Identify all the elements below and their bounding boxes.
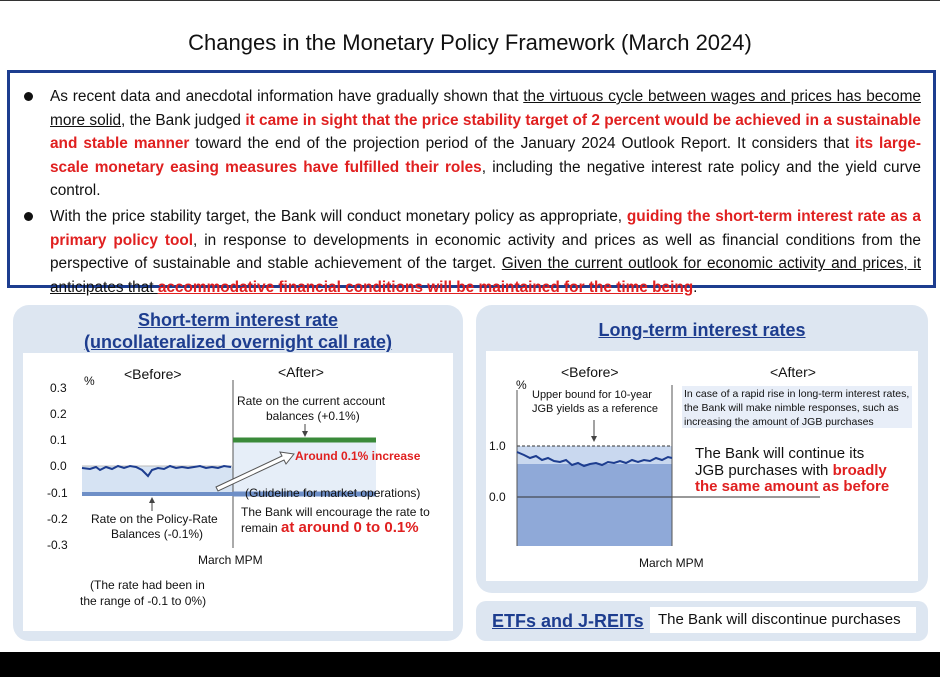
b2-text-3: . [693,278,698,296]
continue-line-3: the same amount as before [695,478,890,495]
etf-title: ETFs and J-REITs [492,611,644,631]
short-term-ytick-0: 0.3 [50,381,67,395]
long-term-chart [516,385,912,546]
long-term-title: Long-term interest rates [598,320,806,340]
top-border-line [0,0,940,1]
increase-arrow-icon [215,451,295,492]
short-term-ytick-4: -0.1 [47,486,68,500]
current-account-pointer-head [302,431,308,437]
b1-red-2: its large-scale monetary easing measures… [50,135,921,176]
etf-text: The Bank will discontinue purchases [658,611,901,628]
b1-text-1: As recent data and anecdotal information… [50,88,524,105]
b1-text-4: , including the negative interest rate p… [50,158,921,200]
b2-text-2: , in response to developments in economi… [50,231,921,273]
short-term-ytick-5: -0.2 [47,512,68,526]
rapid-rise-highlight [682,386,912,428]
continue-red-1: broadly [832,462,887,479]
short-term-title-line2: (uncollateralized overnight call rate) [83,332,393,352]
short-term-before-label: <Before> [124,366,182,382]
b1-underline-1: the virtuous cycle between wages and pri… [50,88,921,129]
upper-bound-label-1: Upper bound for 10-year [532,389,652,401]
post-change-band [233,440,376,494]
continue-prefix: JGB purchases with [695,462,833,479]
pre-change-band [82,466,233,494]
increase-label: Around 0.1% increase [295,449,421,463]
jgb-yield-series-line [516,451,673,468]
encourage-red: at around 0 to 0.1% [281,519,419,536]
policy-rate-label-1: Rate on the Policy-Rate [91,512,218,526]
encourage-line-1: The Bank will encourage the rate to [241,505,430,519]
b1-text-3: toward the end of the projection period … [189,135,856,153]
long-term-ytick-0: 1.0 [489,439,506,453]
short-term-unit: % [84,374,95,388]
long-term-unit: % [516,378,527,392]
range-note-1: (The rate had been in [90,578,205,592]
etf-text-box: The Bank will discontinue purchases [650,607,916,633]
range-note-2: the range of -0.1 to 0%) [80,594,207,608]
long-term-ytick-1: 0.0 [489,490,506,504]
b1-red-1: it came in sight that the price stabilit… [50,111,921,153]
short-term-ytick-6: -0.3 [47,538,68,552]
page-title: Changes in the Monetary Policy Framework… [188,30,752,55]
policy-rate-pointer-head [149,497,155,503]
current-account-label-2: balances (+0.1%) [266,409,360,423]
long-term-after-label: <After> [770,364,816,380]
encourage-line-2: remain at around 0 to 0.1% [241,519,419,537]
b2-red-underline: accommodative financial conditions will … [157,278,694,296]
b2-red-1: guiding the short-term interest rate as … [50,207,921,249]
short-term-chart [81,380,376,548]
short-term-after-label: <After> [278,364,324,380]
encourage-prefix: remain [241,521,282,535]
short-term-title: Short-term interest rate (uncollateraliz… [13,309,463,353]
rapid-rise-line-2: the Bank will make nimble responses, suc… [684,402,899,414]
rapid-rise-line-1: In case of a rapid rise in long-term int… [684,388,910,400]
current-account-label-1: Rate on the current account [237,394,386,408]
b1-text-2: , the Bank judged [121,111,246,129]
short-term-ytick-1: 0.2 [50,407,67,421]
guideline-label: (Guideline for market operations) [245,486,421,500]
long-term-mpm-label: March MPM [639,556,704,570]
upper-bound-label-2: JGB yields as a reference [532,403,658,415]
call-rate-series-line [81,464,232,478]
jgb-yield-area [517,450,672,546]
summary-box: As recent data and anecdotal information… [7,70,936,296]
short-term-ytick-3: 0.0 [50,459,67,473]
b2-underline-1: Given the current outlook for economic a… [50,255,922,296]
short-term-ytick-2: 0.1 [50,433,67,447]
policy-rate-label-2: Balances (-0.1%) [111,527,204,541]
bullet-1: As recent data and anecdotal information… [22,85,921,203]
bullet-2: With the price stability target, the Ban… [22,205,921,299]
short-term-title-line1: Short-term interest rate [137,310,339,330]
bullet-dot-icon [24,92,33,101]
continue-line-1: The Bank will continue its [695,445,865,462]
rapid-rise-line-3: increasing the amount of JGB purchases [684,416,874,428]
b2-text-1: With the price stability target, the Ban… [50,207,627,225]
short-term-mpm-label: March MPM [198,553,263,567]
etf-panel: ETFs and J-REITs The Bank will discontin… [476,601,928,641]
continue-line-2: JGB purchases with broadly [695,462,887,479]
bullet-dot-icon [24,211,33,221]
bottom-black-bar [0,652,940,677]
long-term-before-label: <Before> [561,364,619,380]
upper-bound-pointer-head [591,436,597,442]
